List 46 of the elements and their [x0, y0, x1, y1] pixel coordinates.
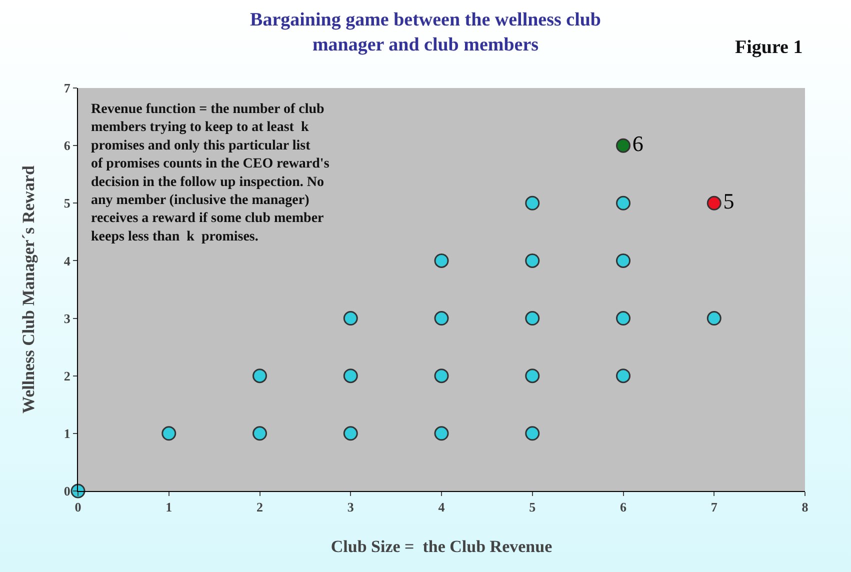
y-tick-label: 4	[64, 253, 71, 268]
y-tick-label: 6	[64, 138, 71, 154]
point	[343, 426, 358, 441]
point	[616, 138, 630, 153]
point	[434, 368, 449, 384]
x-tick-label: 8	[802, 500, 809, 515]
x-tick-label: 3	[347, 500, 354, 515]
point	[434, 311, 449, 326]
y-tick-label: 1	[64, 426, 70, 441]
point	[706, 311, 722, 326]
point	[616, 368, 630, 384]
y-tick-label: 7	[64, 80, 71, 96]
x-tick-label: 6	[620, 500, 627, 515]
y-axis-title: Wellness Club Manager´s Reward	[19, 165, 38, 414]
x-axis-title: Club Size = the Club Revenue	[330, 537, 553, 556]
point	[525, 253, 540, 268]
point	[343, 311, 358, 326]
point	[616, 196, 630, 210]
x-tick-label: 4	[438, 500, 446, 515]
point	[616, 253, 630, 268]
point	[434, 253, 449, 268]
point	[434, 426, 449, 441]
y-tick-label: 5	[64, 196, 71, 211]
point	[252, 368, 267, 384]
y-tick-label: 2	[64, 368, 70, 384]
y-tick-label: 0	[64, 484, 70, 499]
annotation: Revenue function = the number of club members trying to keep to at least k promises and only this particular list of promises counts in the CEO reward's decision in the follow up inspection. No any member (inclusive the manager) receives a reward if some club member keeps less than k promises.	[91, 102, 330, 244]
chart-title: Bargaining game between the wellness club manager and club members	[250, 10, 601, 56]
x-tick-label: 1	[166, 500, 172, 515]
point	[525, 426, 540, 441]
point	[343, 368, 358, 384]
x-tick-label: 7	[710, 500, 718, 515]
x-tick-label: 0	[74, 500, 82, 515]
point	[525, 196, 540, 210]
data-label: 5	[723, 188, 734, 214]
point	[616, 311, 630, 326]
point	[252, 426, 267, 441]
point	[706, 196, 722, 210]
y-tick-label: 3	[64, 310, 71, 326]
point	[525, 311, 540, 326]
x-tick-label: 2	[256, 500, 263, 515]
point	[162, 426, 176, 441]
data-label: 6	[632, 131, 644, 156]
x-tick-label: 5	[529, 500, 536, 515]
caption: Figure 1	[735, 37, 803, 58]
point	[525, 368, 540, 384]
